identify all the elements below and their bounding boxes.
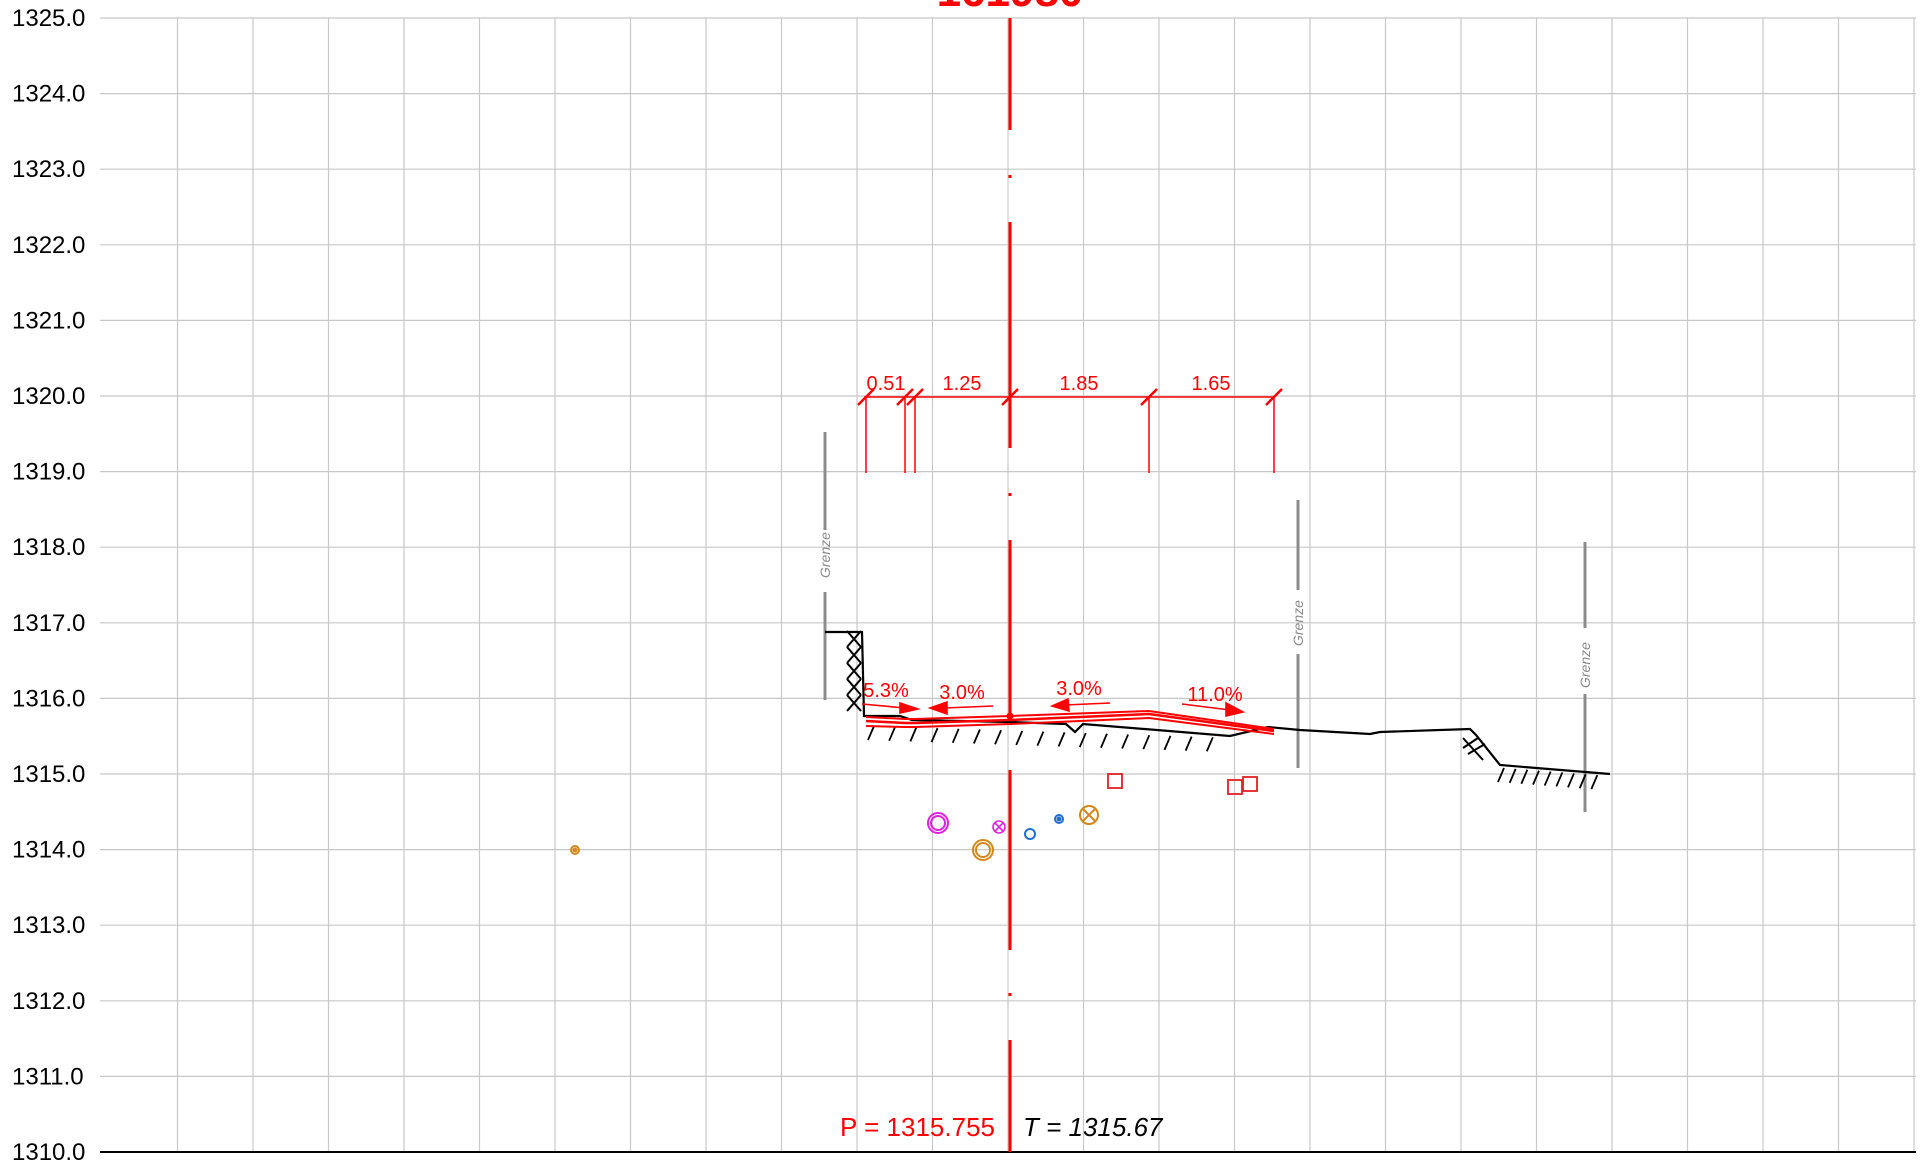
slope-arrows — [861, 697, 1246, 718]
y-axis-label: 1325.0 — [12, 5, 85, 32]
hatch-tick — [1497, 767, 1505, 783]
y-axis-label: 1313.0 — [12, 912, 85, 939]
hatch-tick — [1508, 768, 1517, 784]
hatch-tick — [1078, 732, 1087, 748]
utility-magenta-double-circle — [927, 812, 949, 834]
y-axis-label: 1312.0 — [12, 988, 85, 1015]
boundary-label-right: Grenze — [1577, 642, 1593, 688]
slope-label-2: 3.0% — [939, 682, 985, 704]
hatch-tick — [994, 729, 1002, 745]
hatch-tick — [909, 727, 918, 742]
hatch-tick — [1036, 731, 1045, 747]
hatch-tick — [1184, 736, 1193, 751]
y-axis-label: 1322.0 — [12, 232, 85, 259]
hatch-tick — [1057, 731, 1066, 747]
terrain-hatching — [867, 725, 1599, 790]
utility-orange-double-circle — [972, 839, 994, 861]
retaining-wall-marks — [846, 630, 1486, 761]
y-axis-label: 1320.0 — [12, 383, 85, 410]
utility-magenta-cross-circle — [992, 820, 1006, 834]
y-axis-label: 1311.0 — [12, 1063, 84, 1090]
station-title: 161980 — [937, 0, 1084, 16]
dimension-label-3: 1.85 — [1060, 373, 1099, 395]
y-axis-label: 1323.0 — [12, 156, 85, 183]
dimension-label-1: 0.51 — [867, 373, 906, 395]
utility-blue-circle — [1024, 828, 1036, 840]
y-axis-label: 1318.0 — [12, 534, 85, 561]
utility-blue-small-circle — [1054, 814, 1064, 824]
road-design-layers — [865, 709, 1275, 735]
y-axis-labels: 1325.0 1324.0 1323.0 1322.0 1321.0 1320.0 1319… — [12, 5, 85, 1166]
boundary-label-middle: Grenze — [1290, 600, 1306, 646]
y-axis-label: 1321.0 — [12, 307, 85, 334]
boundary-label-left: Grenze — [817, 532, 833, 578]
y-axis-label: 1319.0 — [12, 459, 85, 486]
hatch-tick — [1205, 736, 1214, 752]
y-axis-label: 1316.0 — [12, 685, 85, 712]
hatch-tick — [867, 725, 875, 741]
hatch-tick — [1543, 771, 1552, 786]
slope-label-3: 3.0% — [1056, 678, 1102, 700]
slope-label-1: 5.3% — [863, 680, 909, 702]
grid — [100, 17, 1916, 1152]
hatch-tick — [888, 726, 897, 742]
terrain-line — [825, 630, 1611, 776]
t-readout: T = 1315.67 — [1023, 1112, 1164, 1142]
hatch-tick — [1520, 769, 1529, 785]
hatch-tick — [1142, 734, 1151, 750]
hatch-tick — [930, 727, 939, 743]
slope-label-4: 11.0% — [1187, 684, 1242, 706]
utility-orange-small — [570, 845, 580, 855]
hatch-tick — [1590, 774, 1599, 790]
hatch-tick — [1121, 734, 1129, 749]
y-axis-label: 1317.0 — [12, 610, 85, 637]
dimension-label-2: 1.25 — [943, 373, 982, 395]
dimension-label-4: 1.65 — [1192, 373, 1231, 395]
hatch-tick — [1532, 770, 1540, 786]
dimension-chain — [857, 388, 1283, 473]
hatch-tick — [1163, 735, 1172, 751]
y-axis-label: 1315.0 — [12, 761, 85, 788]
hatch-tick — [951, 728, 960, 744]
hatch-tick — [973, 729, 981, 744]
hatch-tick — [1567, 772, 1575, 788]
y-axis-label: 1310.0 — [12, 1139, 85, 1166]
hatch-tick — [1578, 773, 1587, 789]
hatch-tick — [1015, 730, 1024, 746]
hatch-tick — [1555, 772, 1564, 787]
utility-orange-cross-circle — [1079, 805, 1099, 825]
p-readout: P = 1315.755 — [840, 1112, 995, 1142]
utility-red-squares — [1107, 773, 1258, 795]
y-axis-label: 1324.0 — [12, 81, 85, 108]
y-axis-label: 1314.0 — [12, 837, 85, 864]
hatch-tick — [1100, 733, 1108, 749]
